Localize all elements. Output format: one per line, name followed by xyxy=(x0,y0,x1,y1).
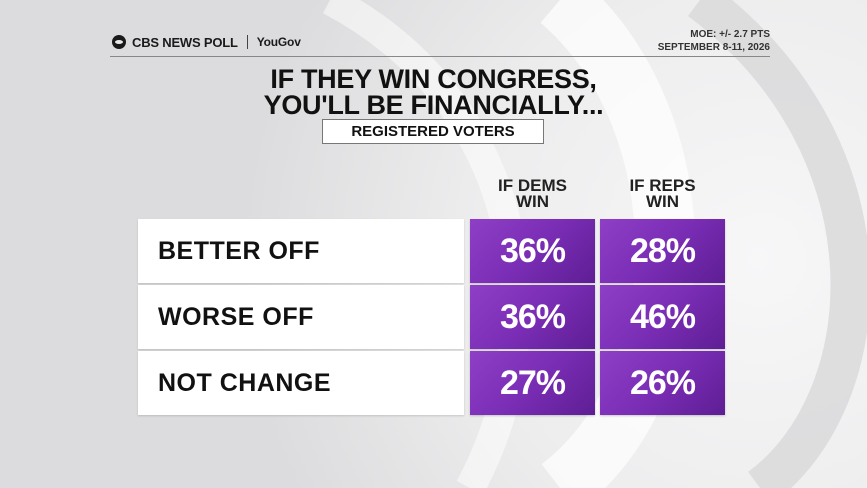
header-divider xyxy=(110,56,770,57)
cbs-eye-icon xyxy=(112,35,126,49)
row-label: NOT CHANGE xyxy=(138,351,464,415)
chart-title: IF THEY WIN CONGRESS, YOU'LL BE FINANCIA… xyxy=(0,64,867,120)
title-line-1: IF THEY WIN CONGRESS, xyxy=(270,64,597,94)
subtitle-badge: REGISTERED VOTERS xyxy=(322,119,544,144)
value-cell-reps: 46% xyxy=(600,285,725,349)
value-cell-reps: 26% xyxy=(600,351,725,415)
poll-info: MOE: +/- 2.7 PTS SEPTEMBER 8-11, 2026 xyxy=(658,28,770,54)
column-header-line: IF DEMS xyxy=(498,176,567,195)
column-header-line: IF REPS xyxy=(629,176,696,195)
column-header-reps: IF REPS WIN xyxy=(600,176,725,211)
value-cell-dems: 36% xyxy=(470,219,595,283)
poll-dates: SEPTEMBER 8-11, 2026 xyxy=(657,42,770,53)
value-cell-dems: 27% xyxy=(470,351,595,415)
column-header-line: WIN xyxy=(515,192,550,211)
column-header-line: WIN xyxy=(645,192,680,211)
row-label: BETTER OFF xyxy=(138,219,464,283)
title-line-2: YOU'LL BE FINANCIALLY... xyxy=(263,90,604,120)
value-cell-dems: 36% xyxy=(470,285,595,349)
brand-logo: CBS NEWS POLL YouGov xyxy=(112,33,301,51)
row-label: WORSE OFF xyxy=(138,285,464,349)
brand-name: CBS NEWS POLL xyxy=(132,34,238,50)
brand-divider xyxy=(246,35,248,49)
margin-of-error: MOE: +/- 2.7 PTS xyxy=(690,29,770,40)
partner-name: YouGov xyxy=(256,35,301,49)
column-header-dems: IF DEMS WIN xyxy=(470,176,595,211)
value-cell-reps: 28% xyxy=(600,219,725,283)
